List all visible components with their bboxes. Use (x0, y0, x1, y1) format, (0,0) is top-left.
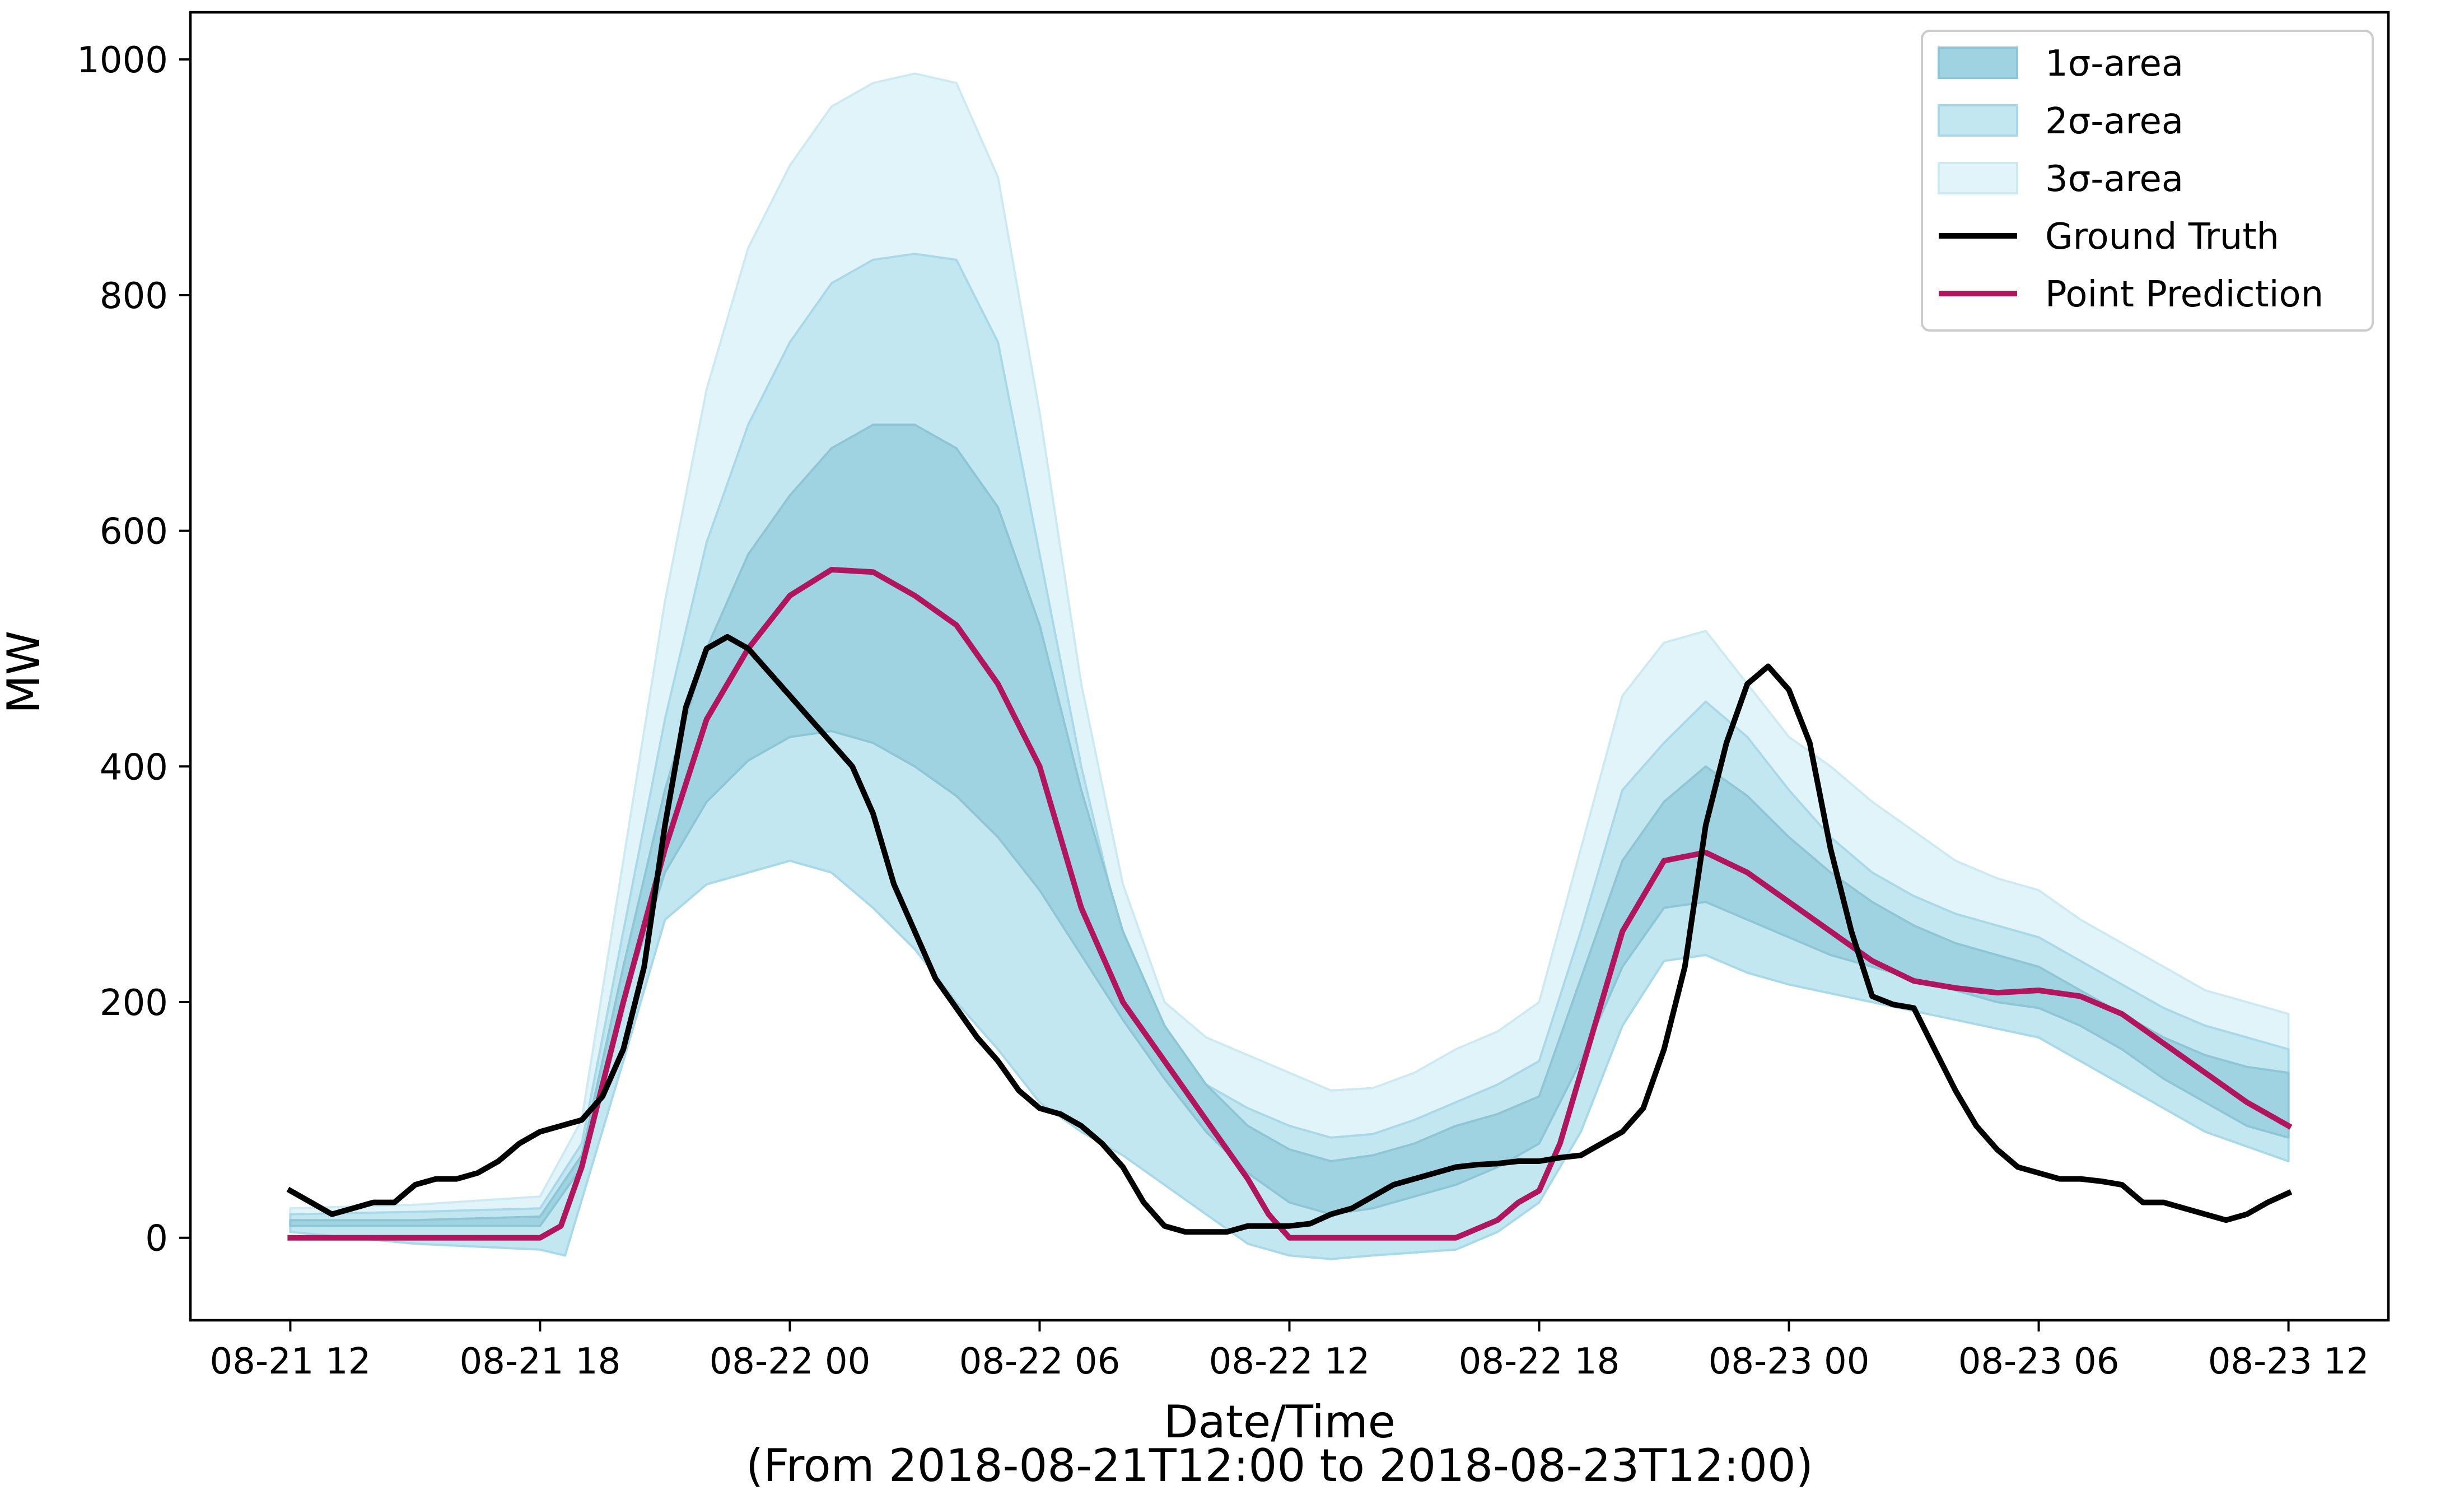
y-axis-ticks: 0 200 400 600 800 1000 (77, 40, 190, 1260)
legend-item-2sigma-area: 2σ-area (1938, 101, 2183, 142)
legend-label: 1σ-area (2045, 43, 2183, 85)
x-tick-label: 08-22 06 (959, 1341, 1121, 1382)
x-axis-ticks: 08-21 12 08-21 18 08-22 00 08-22 06 08-22 12… (210, 1320, 2369, 1382)
y-tick-label: 400 (100, 747, 168, 788)
legend-label: Point Prediction (2045, 274, 2323, 315)
x-axis-label: Date/Time (1164, 1396, 1396, 1448)
x-tick-label: 08-23 00 (1709, 1341, 1870, 1382)
legend-swatch-3sigma-area (1938, 162, 2018, 194)
legend-frame (1921, 30, 2374, 332)
y-axis-label: MW (0, 631, 50, 714)
x-tick-label: 08-22 00 (710, 1341, 871, 1382)
band-1sigma-area (289, 423, 2290, 1227)
legend: 1σ-area 2σ-area 3σ-area Ground Truth Point P… (1921, 30, 2374, 332)
y-tick-label: 0 (145, 1218, 168, 1260)
legend-item-3sigma-area: 3σ-area (1938, 159, 2183, 200)
line-ground-truth (286, 634, 2293, 1235)
legend-label: Ground Truth (2045, 216, 2279, 258)
x-tick-label: 08-22 12 (1209, 1341, 1370, 1382)
legend-item-ground-truth: Ground Truth (1939, 216, 2279, 258)
legend-swatch-2sigma-area (1938, 104, 2018, 137)
x-tick-label: 08-23 06 (1958, 1341, 2120, 1382)
x-tick-label: 08-21 18 (460, 1341, 621, 1382)
x-tick-label: 08-21 12 (210, 1341, 371, 1382)
legend-label: 2σ-area (2045, 101, 2183, 142)
y-tick-label: 200 (100, 983, 168, 1024)
x-tick-label: 08-23 12 (2208, 1341, 2369, 1382)
legend-item-point-prediction: Point Prediction (1939, 274, 2323, 315)
y-tick-label: 600 (100, 511, 168, 553)
uncertainty-bands (289, 72, 2290, 1260)
series-lines (286, 567, 2293, 1241)
y-tick-label: 800 (100, 276, 168, 317)
x-axis-subtitle: (From 2018-08-21T12:00 to 2018-08-23T12:… (746, 1440, 1813, 1490)
x-tick-label: 08-22 18 (1459, 1341, 1620, 1382)
line-point-prediction (287, 567, 2293, 1241)
legend-label: 3σ-area (2045, 159, 2183, 200)
y-tick-label: 1000 (77, 40, 168, 81)
legend-item-1sigma-area: 1σ-area (1938, 43, 2183, 85)
legend-swatch-1sigma-area (1938, 46, 2018, 79)
